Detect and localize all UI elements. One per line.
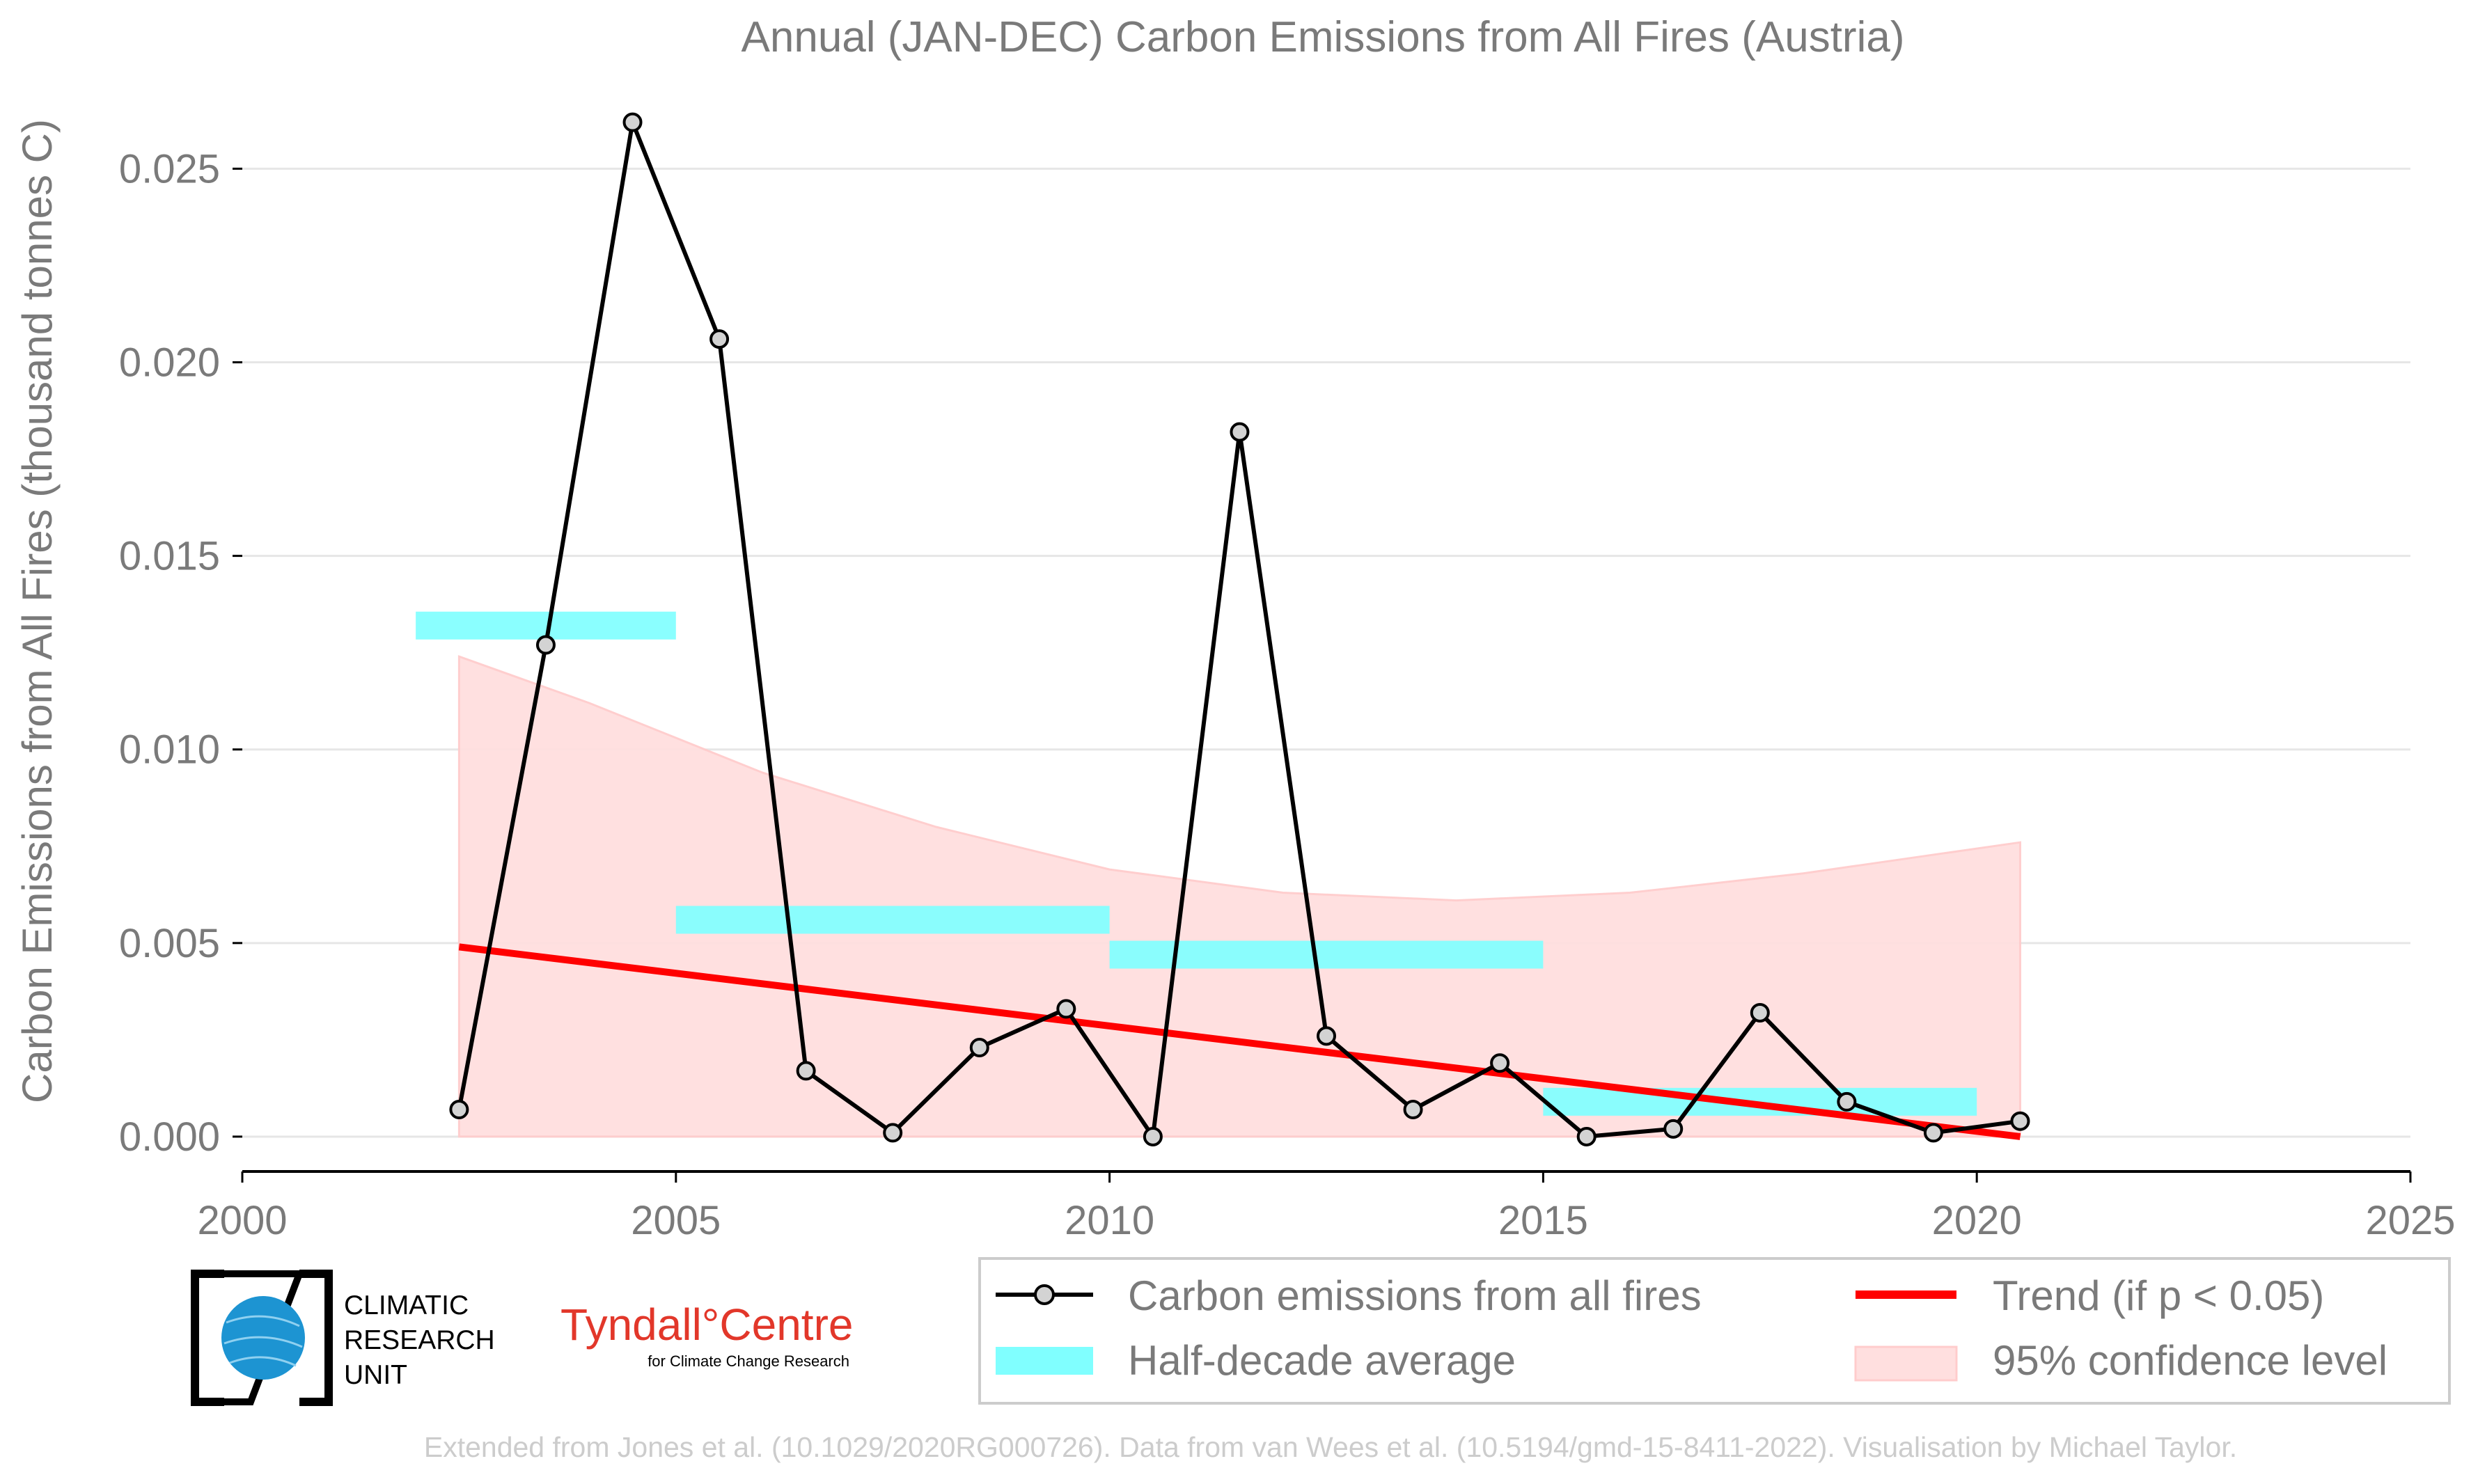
- emissions-point: [709, 329, 730, 349]
- emissions-point: [883, 1123, 903, 1143]
- emissions-point: [969, 1038, 989, 1058]
- x-tick-label: 2025: [2365, 1198, 2455, 1243]
- emissions-points-layer: [449, 112, 2030, 1146]
- trend-layer: [458, 943, 2021, 1140]
- emissions-point: [1490, 1053, 1510, 1073]
- legend-label-half-decade: Half-decade average: [1128, 1337, 1516, 1384]
- y-tick-label: 0.005: [119, 921, 220, 966]
- emissions-point: [1576, 1126, 1597, 1146]
- x-tick-labels: 2000 2005 2010 2015 2020 2025: [197, 1198, 2455, 1243]
- legend-marker-icon: [1034, 1284, 1055, 1305]
- legend-label-confidence: 95% confidence level: [1993, 1337, 2387, 1384]
- legend-frame: [978, 1257, 2451, 1405]
- y-tick-label: 0.010: [119, 727, 220, 773]
- emissions-point: [535, 635, 556, 655]
- confidence-band-layer: [457, 655, 2021, 1138]
- tyndall-logo: Tyndall°Centre for Climate Change Resear…: [560, 1300, 853, 1370]
- axes: [233, 167, 2412, 1183]
- cru-logo: CLIMATIC RESEARCH UNIT: [191, 1270, 495, 1406]
- legend-item-trend: Trend (if p < 0.05): [1856, 1272, 2324, 1319]
- cru-line-1: CLIMATIC: [344, 1290, 469, 1320]
- y-tick-label: 0.000: [119, 1114, 220, 1160]
- x-tick-label: 2020: [1932, 1198, 2022, 1243]
- emissions-point: [1403, 1100, 1423, 1120]
- legend-swatch-confidence: [1854, 1345, 1958, 1382]
- legend-item-confidence: 95% confidence level: [1854, 1337, 2387, 1384]
- x-tick-label: 2000: [197, 1198, 287, 1243]
- emissions-point: [1230, 422, 1250, 442]
- half-decade-bar: [1109, 940, 1544, 969]
- emissions-point: [1750, 1002, 1770, 1023]
- y-axis-title: Carbon Emissions from All Fires (thousan…: [14, 119, 61, 1103]
- x-tick-label: 2015: [1498, 1198, 1588, 1243]
- tyndall-title: Tyndall°Centre: [560, 1300, 853, 1350]
- footer-credit: Extended from Jones et al. (10.1029/2020…: [424, 1431, 2237, 1463]
- x-tick-label: 2010: [1065, 1198, 1154, 1243]
- confidence-band: [457, 655, 2021, 1138]
- legend: Carbon emissions from all fires Half-dec…: [978, 1257, 2451, 1405]
- cru-line-2: RESEARCH: [344, 1325, 495, 1355]
- legend-item-half-decade: Half-decade average: [996, 1337, 1516, 1384]
- emissions-point: [1317, 1026, 1336, 1046]
- emissions-point: [1837, 1091, 1857, 1112]
- emissions-point: [1056, 999, 1076, 1019]
- y-tick-label: 0.015: [119, 534, 220, 579]
- emissions-point: [449, 1100, 469, 1120]
- legend-label-emissions: Carbon emissions from all fires: [1128, 1272, 1702, 1319]
- emissions-point: [2010, 1111, 2030, 1131]
- half-decade-bar: [675, 906, 1110, 934]
- emissions-point: [1143, 1126, 1163, 1146]
- y-tick-label: 0.025: [119, 146, 220, 191]
- chart-title: Annual (JAN-DEC) Carbon Emissions from A…: [742, 13, 1905, 61]
- cru-line-3: UNIT: [344, 1360, 407, 1390]
- emissions-point: [796, 1061, 816, 1081]
- legend-label-trend: Trend (if p < 0.05): [1993, 1272, 2324, 1319]
- trend-line: [458, 943, 2021, 1140]
- emissions-point: [1923, 1123, 1943, 1143]
- tyndall-subtitle: for Climate Change Research: [648, 1352, 849, 1370]
- x-tick-label: 2005: [631, 1198, 721, 1243]
- legend-swatch-half-decade: [996, 1347, 1093, 1375]
- emissions-point: [622, 112, 643, 132]
- y-tick-label: 0.020: [119, 340, 220, 385]
- y-tick-labels: 0.000 0.005 0.010 0.015 0.020 0.025: [119, 146, 220, 1160]
- legend-item-emissions: Carbon emissions from all fires: [996, 1272, 1702, 1319]
- emissions-point: [1663, 1119, 1684, 1139]
